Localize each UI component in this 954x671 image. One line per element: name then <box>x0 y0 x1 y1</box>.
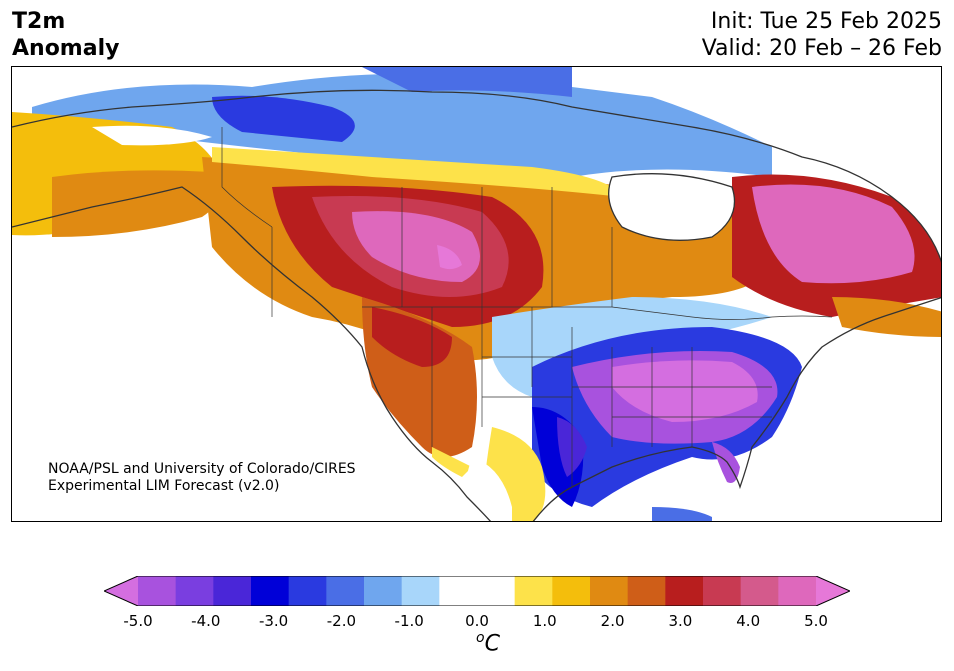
coastlines <box>12 89 941 521</box>
colorbar-segment <box>514 576 553 606</box>
colorbar-tick-label: -3.0 <box>258 612 289 630</box>
canada-hot-spot <box>437 245 462 270</box>
colorbar-tick-label: 5.0 <box>804 612 828 630</box>
colorbar-tick-label: -4.0 <box>191 612 221 630</box>
colorbar-unit: oC <box>476 630 500 656</box>
colorbar-tick-label: -5.0 <box>123 612 153 630</box>
title-line-2: Anomaly <box>12 36 120 61</box>
colorbar-segment <box>175 576 214 606</box>
canada-yellow-band <box>212 147 622 197</box>
colorbar-segment <box>778 576 817 606</box>
colorbar-segment <box>288 576 327 606</box>
valid-date: Valid: 20 Feb – 26 Feb <box>701 36 942 61</box>
colorbar-tick-label: 1.0 <box>532 612 557 630</box>
colorbar-segment <box>251 576 290 606</box>
unit-letter: C <box>484 631 500 657</box>
colorbar-tick-label: 4.0 <box>736 612 761 630</box>
colorbar-tick-label: 2.0 <box>600 612 625 630</box>
colorbar-segment <box>326 576 365 606</box>
colorbar-segment <box>740 576 779 606</box>
credit-text: NOAA/PSL and University of Colorado/CIRE… <box>48 461 356 495</box>
map-svg <box>12 67 941 521</box>
anomaly-map <box>11 66 942 522</box>
colorbar-arrow-max <box>816 576 850 606</box>
baja-yellow <box>432 447 472 477</box>
unit-degree-sup: o <box>476 630 485 646</box>
date-info: Init: Tue 25 Feb 2025 Valid: 20 Feb – 26… <box>702 8 942 62</box>
colorbar-tick-label: -1.0 <box>394 612 424 630</box>
credit-line-2: Experimental LIM Forecast (v2.0) <box>48 478 280 494</box>
arctic-mid-blue <box>362 67 572 97</box>
arctic-deep-blue <box>212 95 355 142</box>
init-date: Init: Tue 25 Feb 2025 <box>710 9 942 34</box>
colorbar-segment <box>665 576 704 606</box>
colorbar-segment <box>138 576 177 606</box>
quebec-pink <box>752 184 915 284</box>
colorbar-segment <box>401 576 440 606</box>
colorbar-segment <box>590 576 629 606</box>
colorbar-tick-label: -2.0 <box>326 612 357 630</box>
colorbar-segment <box>213 576 252 606</box>
colorbar-segment <box>627 576 666 606</box>
title-line-1: T2m <box>12 9 66 34</box>
colorbar <box>104 576 850 606</box>
colorbar-segment <box>364 576 403 606</box>
colorbar-segment <box>703 576 742 606</box>
colorbar-segment <box>439 576 478 606</box>
colorbar-segment <box>552 576 591 606</box>
colorbar-tick-label: 3.0 <box>668 612 693 630</box>
political-borders <box>221 127 833 487</box>
colorbar-tick-label: 0.0 <box>465 612 489 630</box>
hudson-bay <box>608 173 735 241</box>
caribbean-blue <box>652 507 712 521</box>
colorbar-segment <box>477 576 516 606</box>
southeast-magenta <box>612 360 758 422</box>
map-title: T2m Anomaly <box>12 8 119 62</box>
colorbar-arrow-min <box>104 576 138 606</box>
alaska-white <box>92 125 212 146</box>
credit-line-1: NOAA/PSL and University of Colorado/CIRE… <box>48 461 356 477</box>
alaska-orange <box>52 170 220 237</box>
